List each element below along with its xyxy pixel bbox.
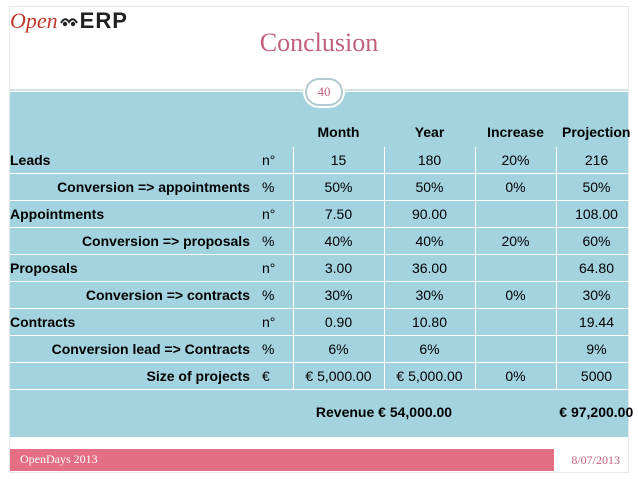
revenue-total: Revenue € 54,000.00 [315, 404, 453, 420]
header-month: Month [317, 124, 360, 140]
revenue-spacer [256, 390, 293, 435]
row-month: 40% [292, 227, 384, 255]
row-increase [474, 200, 556, 228]
row-year: 30% [383, 281, 475, 309]
page-number-badge: 40 [305, 78, 343, 106]
row-label: Leads [10, 147, 256, 174]
row-label: Size of projects [10, 362, 256, 390]
table-row: Leads n° 15 180 20% 216 [10, 147, 637, 174]
row-unit: € [256, 362, 293, 390]
header-label [10, 117, 256, 147]
row-year: 40% [383, 227, 475, 255]
footer-date: 8/07/2013 [571, 453, 620, 467]
row-label: Conversion => appointments [10, 173, 256, 201]
row-unit: % [256, 227, 293, 255]
row-projection: 30% [555, 281, 637, 309]
row-unit: n° [256, 200, 293, 228]
row-month: 50% [292, 173, 384, 201]
row-year: € 5,000.00 [383, 362, 475, 390]
row-unit: % [256, 281, 293, 309]
footer-date-box: 8/07/2013 [554, 449, 628, 471]
row-projection: 64.80 [555, 254, 637, 282]
table-row: Appointments n° 7.50 90.00 108.00 [10, 200, 637, 228]
table-row: Conversion => proposals % 40% 40% 20% 60… [10, 227, 637, 255]
row-month: 15 [292, 147, 384, 174]
row-increase [474, 308, 556, 336]
row-month: 0.90 [292, 308, 384, 336]
footer-event: OpenDays 2013 [20, 452, 98, 466]
row-projection: 50% [555, 173, 637, 201]
row-year: 36.00 [383, 254, 475, 282]
table-row: Conversion => appointments % 50% 50% 0% … [10, 173, 637, 201]
openerp-logo: Open ERP [10, 6, 128, 36]
footer-bar: OpenDays 2013 8/07/2013 [10, 449, 628, 471]
row-projection: 60% [555, 227, 637, 255]
row-unit: % [256, 173, 293, 201]
row-year: 10.80 [383, 308, 475, 336]
row-increase [474, 254, 556, 282]
row-label: Appointments [10, 200, 256, 228]
row-projection: 108.00 [555, 200, 637, 228]
row-increase [474, 335, 556, 363]
table-row: Conversion => contracts % 30% 30% 0% 30% [10, 281, 637, 309]
header-projection: Projection [562, 124, 631, 140]
row-year: 6% [383, 335, 475, 363]
slide-title: Conclusion [259, 28, 379, 57]
row-increase: 0% [474, 362, 556, 390]
row-month: 7.50 [292, 200, 384, 228]
row-month: 30% [292, 281, 384, 309]
row-year: 50% [383, 173, 475, 201]
row-year: 180 [383, 147, 475, 174]
table-row: Proposals n° 3.00 36.00 64.80 [10, 254, 637, 282]
row-unit: n° [256, 254, 293, 282]
row-label: Proposals [10, 254, 256, 282]
row-label: Contracts [10, 308, 256, 336]
header-increase: Increase [487, 124, 544, 140]
row-unit: n° [256, 147, 293, 174]
row-projection: 216 [555, 147, 637, 174]
table-row: Conversion lead => Contracts % 6% 6% 9% [10, 335, 637, 363]
table-header-row: Month Year Increase Projection [10, 117, 637, 147]
revenue-spacer [10, 390, 256, 435]
logo-open-text: Open [10, 8, 58, 33]
row-month: € 5,000.00 [292, 362, 384, 390]
row-year: 90.00 [383, 200, 475, 228]
row-increase: 0% [474, 173, 556, 201]
revenue-spacer [475, 390, 556, 435]
table-row: Size of projects € € 5,000.00 € 5,000.00… [10, 362, 637, 390]
row-projection: 19.44 [555, 308, 637, 336]
revenue-projection: € 97,200.00 [559, 404, 634, 420]
logo-eyes-icon [59, 18, 78, 27]
table-row: Contracts n° 0.90 10.80 19.44 [10, 308, 637, 336]
row-projection: 5000 [555, 362, 637, 390]
header-unit [256, 117, 293, 147]
revenue-row: Revenue € 54,000.00 € 97,200.00 [10, 390, 637, 435]
row-projection: 9% [555, 335, 637, 363]
row-increase: 20% [474, 227, 556, 255]
row-unit: % [256, 335, 293, 363]
row-increase: 20% [474, 147, 556, 174]
row-label: Conversion lead => Contracts [10, 335, 256, 363]
row-month: 3.00 [292, 254, 384, 282]
row-unit: n° [256, 308, 293, 336]
logo-erp-text: ERP [79, 8, 128, 33]
row-month: 6% [292, 335, 384, 363]
row-increase: 0% [474, 281, 556, 309]
row-label: Conversion => proposals [10, 227, 256, 255]
conclusion-table: Month Year Increase Projection Leads n° … [10, 117, 637, 434]
header-year: Year [414, 124, 445, 140]
row-label: Conversion => contracts [10, 281, 256, 309]
